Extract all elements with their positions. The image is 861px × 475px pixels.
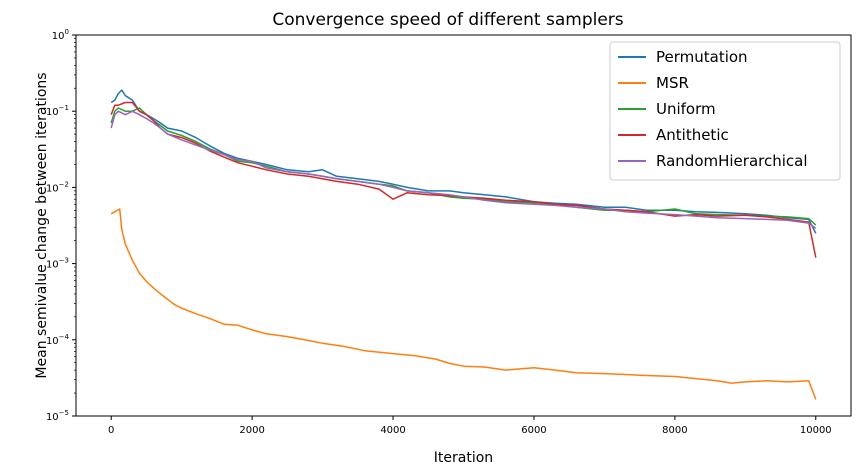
y-axis-ticks: 10−5 10−4 10−3 10−2 10−1 100	[46, 28, 76, 423]
y-axis-label: Mean semivalue change between iterations	[34, 72, 50, 378]
legend: Permutation MSR Uniform Antithetic RandomHie…	[609, 41, 841, 181]
chart-title: Convergence speed of different samplers	[272, 10, 623, 30]
legend-box	[609, 41, 841, 181]
x-tick-label: 10000	[800, 425, 832, 436]
legend-label: RandomHierarchical	[656, 152, 808, 170]
y-tick-label: 10−4	[46, 333, 70, 347]
y-tick-label: 10−5	[46, 409, 69, 423]
x-axis-label: Iteration	[434, 450, 493, 466]
x-tick-label: 8000	[662, 425, 687, 436]
plot-frame	[75, 34, 852, 417]
legend-label: MSR	[656, 74, 689, 92]
y-tick-label: 10−2	[46, 180, 69, 194]
y-tick-label: 10−1	[46, 104, 69, 118]
y-tick-label: 10−3	[46, 257, 69, 271]
legend-label: Antithetic	[656, 126, 729, 144]
x-tick-label: 4000	[380, 425, 405, 436]
legend-label: Permutation	[656, 48, 748, 66]
series-line-msr	[110, 208, 817, 400]
plot-lines	[110, 89, 817, 400]
x-tick-label: 0	[108, 425, 114, 436]
x-tick-label: 6000	[521, 425, 546, 436]
x-axis-ticks: 0 2000 4000 6000 8000 10000	[108, 416, 832, 436]
y-tick-label: 100	[52, 28, 69, 42]
series-line-antithetic	[110, 101, 817, 258]
legend-label: Uniform	[656, 100, 716, 118]
x-tick-label: 2000	[239, 425, 264, 436]
series-line-randomhierarchical	[110, 110, 817, 230]
